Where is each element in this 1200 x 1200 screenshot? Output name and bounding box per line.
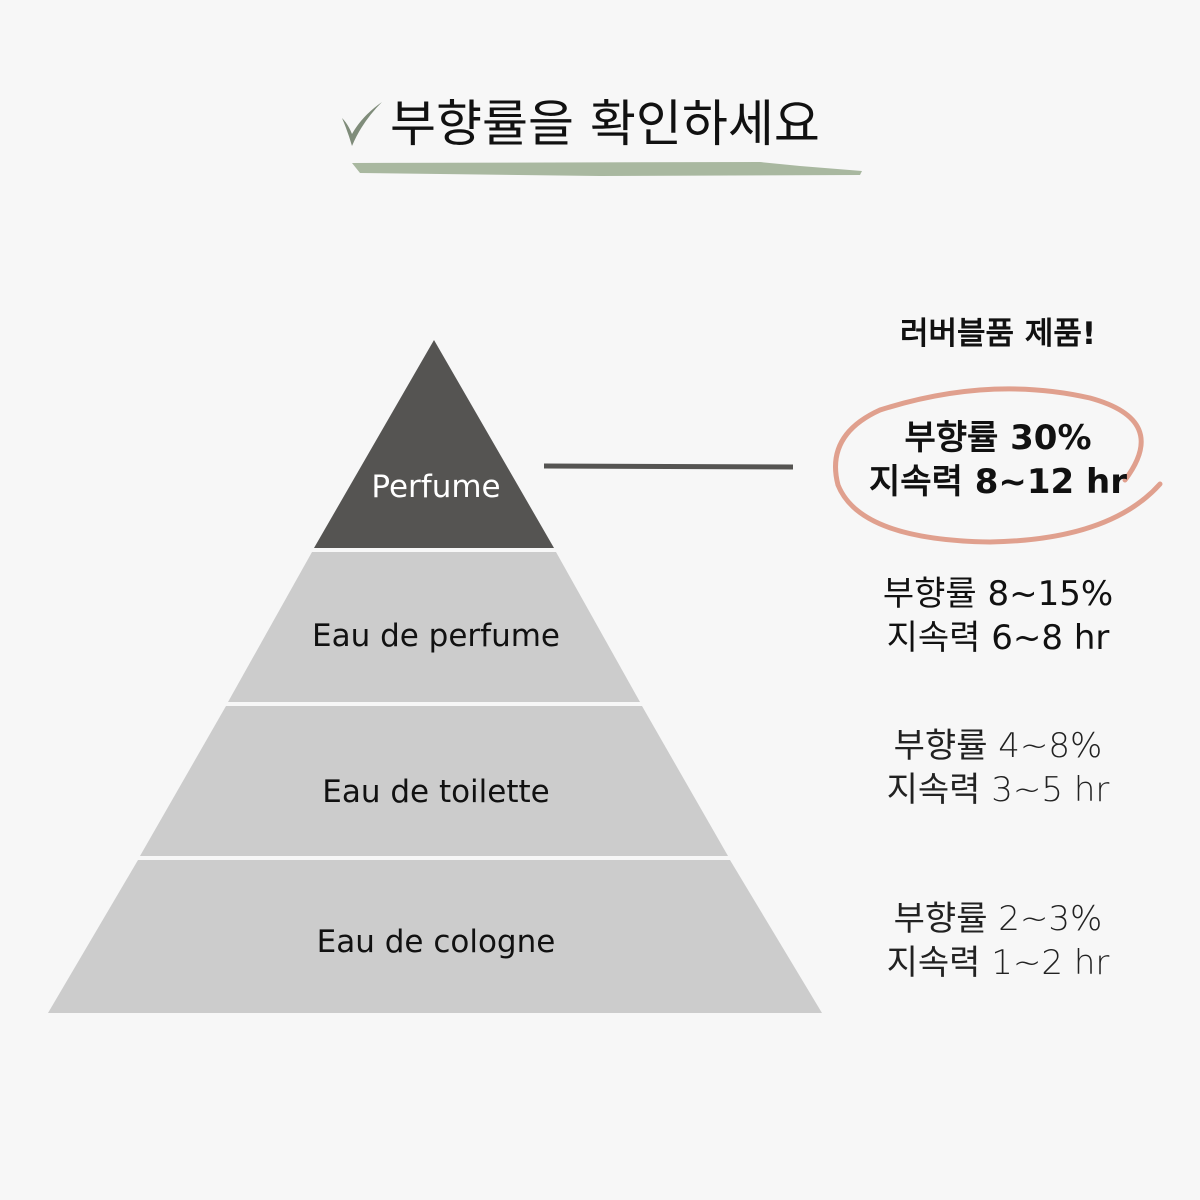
highlight-circle xyxy=(833,386,1163,545)
concentration: 부향률 8~15% xyxy=(882,574,1114,614)
info-eau-de-toilette: 부향률 4~8% 지속력 3~5 hr xyxy=(828,724,1168,812)
connector-line xyxy=(543,463,794,470)
tier-eau-de-toilette xyxy=(140,706,728,856)
tier-label-eau-de-perfume: Eau de perfume xyxy=(311,618,560,654)
longevity: 지속력 6~8 hr xyxy=(886,618,1110,658)
tier-label-perfume: Perfume xyxy=(371,469,501,505)
info-eau-de-perfume: 부향률 8~15% 지속력 6~8 hr xyxy=(828,572,1168,660)
check-icon xyxy=(342,102,382,146)
longevity: 지속력 8~12 hr xyxy=(869,462,1127,502)
longevity: 지속력 1~2 hr xyxy=(886,943,1110,983)
concentration: 부향률 30% xyxy=(904,418,1092,458)
concentration: 부향률 2~3% xyxy=(893,899,1103,939)
page-title: 부향률을 확인하세요 xyxy=(390,95,820,153)
info-perfume: 부향률 30% 지속력 8~12 hr xyxy=(828,416,1168,504)
tier-perfume xyxy=(314,340,554,548)
tier-label-eau-de-cologne: Eau de cologne xyxy=(316,924,556,960)
tier-eau-de-perfume xyxy=(228,552,640,702)
concentration: 부향률 4~8% xyxy=(893,726,1103,766)
title-underline-stroke xyxy=(352,162,862,176)
highlight-label: 러버블품 제품! xyxy=(899,316,1097,352)
info-eau-de-cologne: 부향률 2~3% 지속력 1~2 hr xyxy=(828,897,1168,985)
longevity: 지속력 3~5 hr xyxy=(886,770,1110,810)
tier-label-eau-de-toilette: Eau de toilette xyxy=(322,774,550,810)
tier-eau-de-cologne xyxy=(48,860,822,1013)
